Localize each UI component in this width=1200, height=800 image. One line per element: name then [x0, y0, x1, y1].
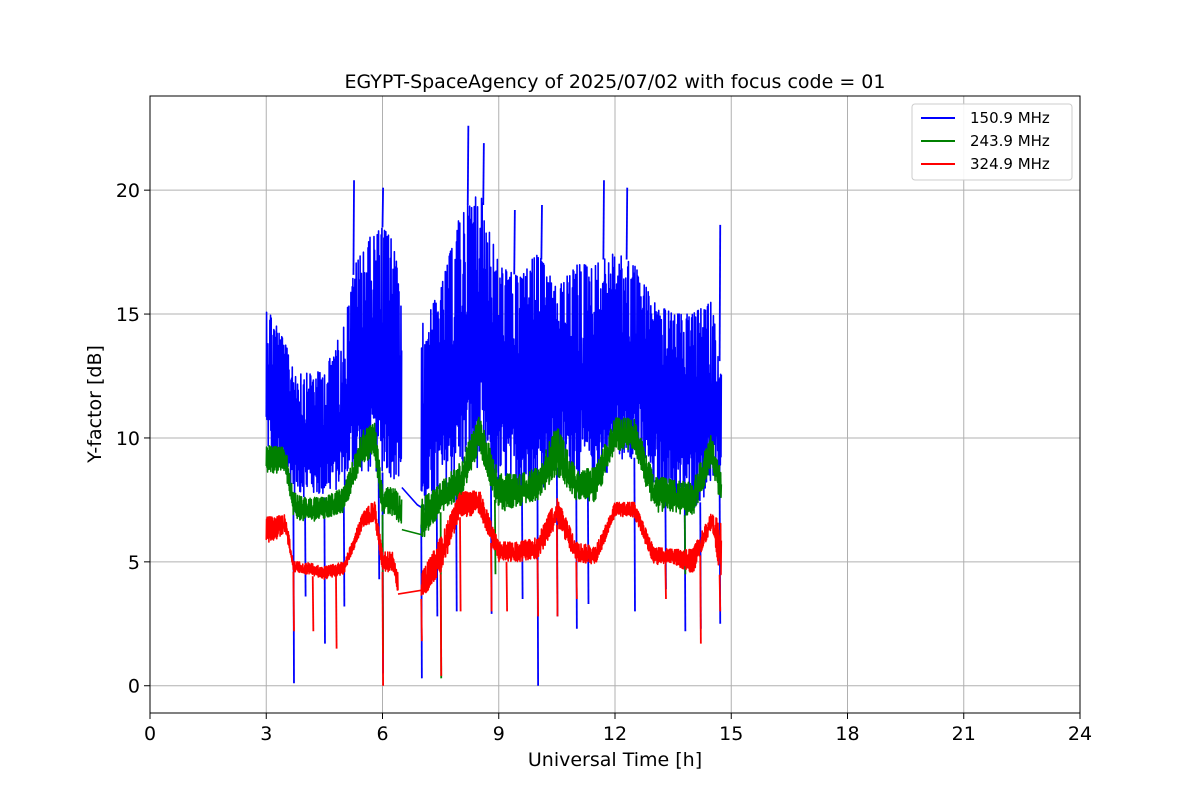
- x-tick-label: 21: [952, 723, 976, 745]
- x-tick-label: 9: [493, 723, 505, 745]
- y-tick-label: 15: [116, 304, 140, 326]
- legend-label: 324.9 MHz: [970, 155, 1050, 173]
- legend: 150.9 MHz 243.9 MHz 324.9 MHz: [911, 103, 1073, 181]
- y-tick-label: 0: [128, 676, 140, 698]
- series-324-9-mhz-spike: [575, 561, 578, 600]
- series-150-9-mhz-spike: [466, 125, 470, 206]
- series-324-9-mhz-spike: [439, 574, 443, 676]
- series-243-9-mhz-trace-2: [420, 416, 723, 538]
- series-150-9-mhz-spike: [482, 143, 485, 206]
- series-324-9-mhz-spike: [335, 576, 338, 649]
- x-tick-label: 24: [1068, 723, 1092, 745]
- legend-item-150-9-mhz: 150.9 MHz: [921, 109, 1050, 127]
- legend-item-243-9-mhz: 243.9 MHz: [921, 132, 1050, 150]
- series-150-9-mhz-spike: [602, 180, 605, 260]
- series-324-9-mhz-gap-line: [397, 588, 430, 595]
- x-tick-label: 3: [260, 723, 272, 745]
- y-tick-label: 10: [116, 428, 140, 450]
- y-tick-label: 5: [128, 552, 140, 574]
- x-tick-label: 12: [603, 723, 627, 745]
- series-324-9-mhz-spike: [536, 559, 539, 617]
- series-150-9-mhz-trace-2: [420, 196, 723, 511]
- x-tick-label: 0: [144, 723, 156, 745]
- series-324-9-mhz-trace-1: [265, 501, 399, 591]
- legend-label: 150.9 MHz: [970, 109, 1050, 127]
- series-150-9-mhz-spike: [513, 209, 516, 275]
- y-tick-label: 20: [116, 180, 140, 202]
- series-324-9-mhz-spike: [420, 599, 423, 642]
- series-150-9-mhz-trace-1: [265, 227, 403, 498]
- series-150-9-mhz-spike: [381, 187, 384, 228]
- series-324-9-mhz-spike: [459, 517, 462, 612]
- x-tick-label: 18: [835, 723, 859, 745]
- series-150-9-mhz-spike: [625, 187, 629, 260]
- series-324-9-mhz-spike: [381, 571, 384, 686]
- series-150-9-mhz-spike: [352, 180, 355, 275]
- series-324-9-mhz-spike: [555, 524, 559, 617]
- x-tick-label: 15: [719, 723, 743, 745]
- series-150-9-mhz-spike: [455, 478, 458, 612]
- x-axis-title: Universal Time [h]: [528, 749, 702, 771]
- legend-item-324-9-mhz: 324.9 MHz: [921, 155, 1050, 173]
- series-150-9-mhz-spike: [540, 205, 543, 260]
- legend-label: 243.9 MHz: [970, 132, 1050, 150]
- plot-data: [265, 125, 723, 686]
- series-324-9-mhz-spike: [718, 574, 722, 612]
- series-324-9-mhz-trace-2: [420, 490, 723, 596]
- x-tick-label: 6: [376, 723, 388, 745]
- legend-box: [911, 103, 1073, 181]
- series-324-9-mhz-spike: [311, 576, 315, 632]
- series-150-9-mhz-spike: [718, 224, 722, 362]
- series-243-9-mhz-trace-1: [265, 422, 403, 524]
- series-324-9-mhz-spike: [505, 561, 508, 612]
- series-324-9-mhz: [265, 490, 723, 686]
- series-324-9-mhz-spike: [664, 564, 667, 600]
- series-324-9-mhz-spike: [490, 543, 493, 612]
- axis-ticks: 0 3 6 9 12 15 18 21 24 0 5 10 15 20: [116, 180, 1092, 745]
- series-324-9-mhz-spike: [292, 571, 295, 632]
- y-axis-title: Y-factor [dB]: [84, 345, 106, 464]
- chart-title: EGYPT-SpaceAgency of 2025/07/02 with foc…: [345, 71, 886, 93]
- series-324-9-mhz-spike: [699, 555, 702, 644]
- series-243-9-mhz-gap-line: [401, 528, 422, 536]
- series-150-9-mhz-spike: [633, 457, 636, 612]
